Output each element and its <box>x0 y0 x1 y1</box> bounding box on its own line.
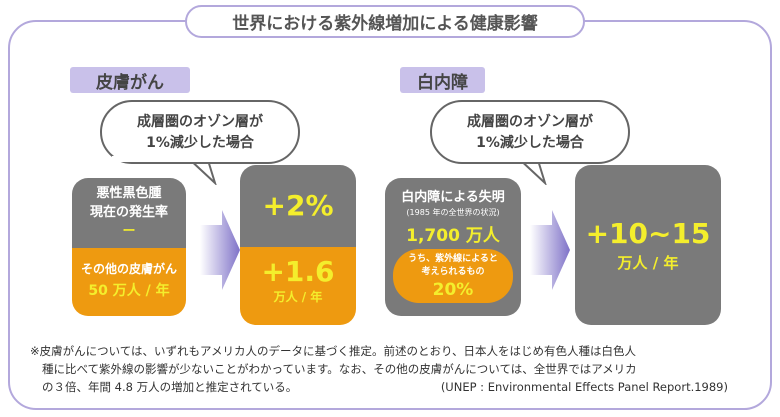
footnote: ※皮膚がんについては、いずれもアメリカ人のデータに基づく推定。前述のとおり、日本… <box>30 342 750 396</box>
other-skin-cancer-value: 50 万人 / 年 <box>88 283 170 299</box>
page-title: 世界における紫外線増加による健康影響 <box>185 5 585 38</box>
bubble-gap <box>112 156 174 162</box>
cataract-result-box: +10~15 万人 / 年 <box>575 165 721 325</box>
source-citation: (UNEP : Environmental Effects Panel Repo… <box>440 380 728 394</box>
footnote-line: ※皮膚がんについては、いずれもアメリカ人のデータに基づく推定。前述のとおり、日本… <box>30 344 637 358</box>
current-rate-label: 現在の発生率 <box>89 205 168 220</box>
footnote-line: 種に比べて紫外線の影響が少ないことがわかっています。なお、その他の皮膚がんについ… <box>42 362 637 376</box>
cataract-tag: 白内障 <box>400 67 485 93</box>
skin-cancer-tag: 皮膚がん <box>70 67 190 93</box>
bubble-line: 成層圏のオゾン層が <box>137 114 263 130</box>
cataract-speech-bubble: 成層圏のオゾン層が 1%減少した場合 <box>430 100 630 164</box>
cataract-year-note: (1985 年の全世界の状況) <box>406 208 500 217</box>
unit-label: 万人 / 年 <box>617 254 679 272</box>
skin-speech-bubble: 成層圏のオゾン層が 1%減少した場合 <box>100 100 300 164</box>
skin-result-box: +2% +1.6 万人 / 年 <box>240 165 356 325</box>
bubble-line: 1%減少した場合 <box>476 135 584 151</box>
other-skin-cancer-increase: +1.6 <box>261 255 335 288</box>
pill-line: 考えられるもの <box>421 267 485 277</box>
footnote-line: の３倍、年間 4.8 万人の増加と推定されている。 <box>42 380 298 394</box>
other-skin-cancer-label: その他の皮膚がん <box>80 262 177 276</box>
melanoma-rate: ー <box>122 224 136 239</box>
pill-line: うち、紫外線によると <box>408 254 498 264</box>
bubble-line: 成層圏のオゾン層が <box>467 114 593 130</box>
cataract-current-box: 白内障による失明 (1985 年の全世界の状況) 1,700 万人 うち、紫外線… <box>385 178 521 316</box>
arrow-right-icon <box>530 210 570 290</box>
bubble-line: 1%減少した場合 <box>146 135 254 151</box>
skin-current-box: 悪性黒色腫 現在の発生率 ー その他の皮膚がん 50 万人 / 年 <box>72 178 186 316</box>
cataract-blindness-value: 1,700 万人 <box>406 226 500 246</box>
cataract-blindness-label: 白内障による失明 <box>401 190 505 205</box>
cataract-increase: +10~15 <box>585 217 711 250</box>
unit-label: 万人 / 年 <box>273 290 323 304</box>
uv-share-value: 20% <box>432 280 474 300</box>
melanoma-increase: +2% <box>262 189 334 222</box>
uv-share-pill: うち、紫外線によると 考えられるもの 20% <box>393 249 513 303</box>
melanoma-label: 悪性黒色腫 <box>96 186 162 201</box>
arrow-right-icon <box>200 210 240 290</box>
